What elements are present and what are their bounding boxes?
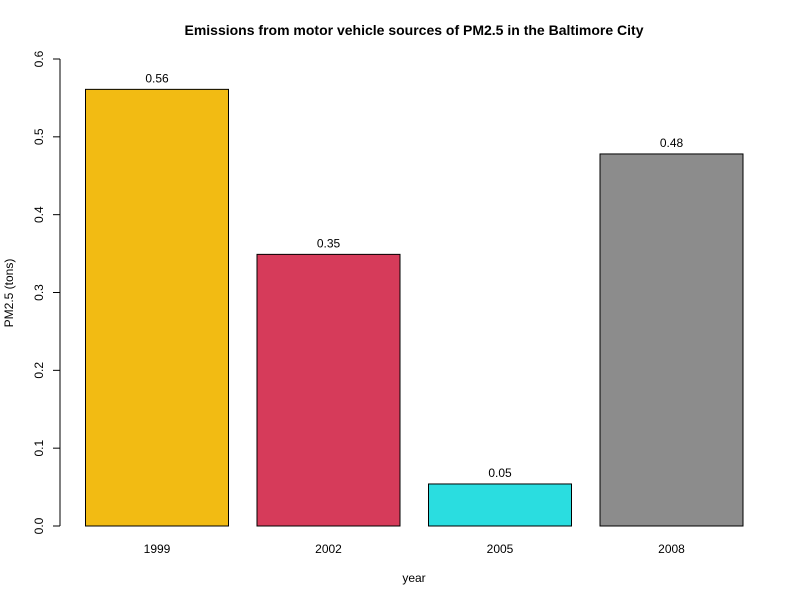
bar-value-label: 0.35 [317,236,341,250]
x-category-label: 2008 [658,542,685,556]
y-tick-label: 0.5 [32,128,46,145]
bar [85,88,229,527]
chart-title: Emissions from motor vehicle sources of … [184,22,643,38]
y-axis-label: PM2.5 (tons) [2,259,16,328]
x-axis: 1999 2002 2005 2008 [144,542,686,556]
x-category-label: 2005 [487,542,514,556]
bar-value-label: 0.05 [488,466,512,480]
x-axis-label: year [402,571,425,585]
y-axis: 0.0 0.1 0.2 0.3 0.4 0.5 0.6 [32,50,61,534]
y-tick-label: 0.0 [32,517,46,534]
x-category-label: 2002 [315,542,342,556]
bar [256,253,401,527]
x-category-label: 1999 [144,542,171,556]
bar-value-label: 0.48 [660,136,684,150]
y-tick-label: 0.6 [32,50,46,67]
bars-group: 0.56 0.35 0.05 0.48 [85,71,744,527]
bar [428,483,572,527]
y-tick-label: 0.2 [32,362,46,379]
bar-value-label: 0.56 [145,71,169,85]
y-tick-label: 0.4 [32,206,46,223]
bar [599,153,744,527]
y-tick-label: 0.1 [32,440,46,457]
y-tick-label: 0.3 [32,284,46,301]
